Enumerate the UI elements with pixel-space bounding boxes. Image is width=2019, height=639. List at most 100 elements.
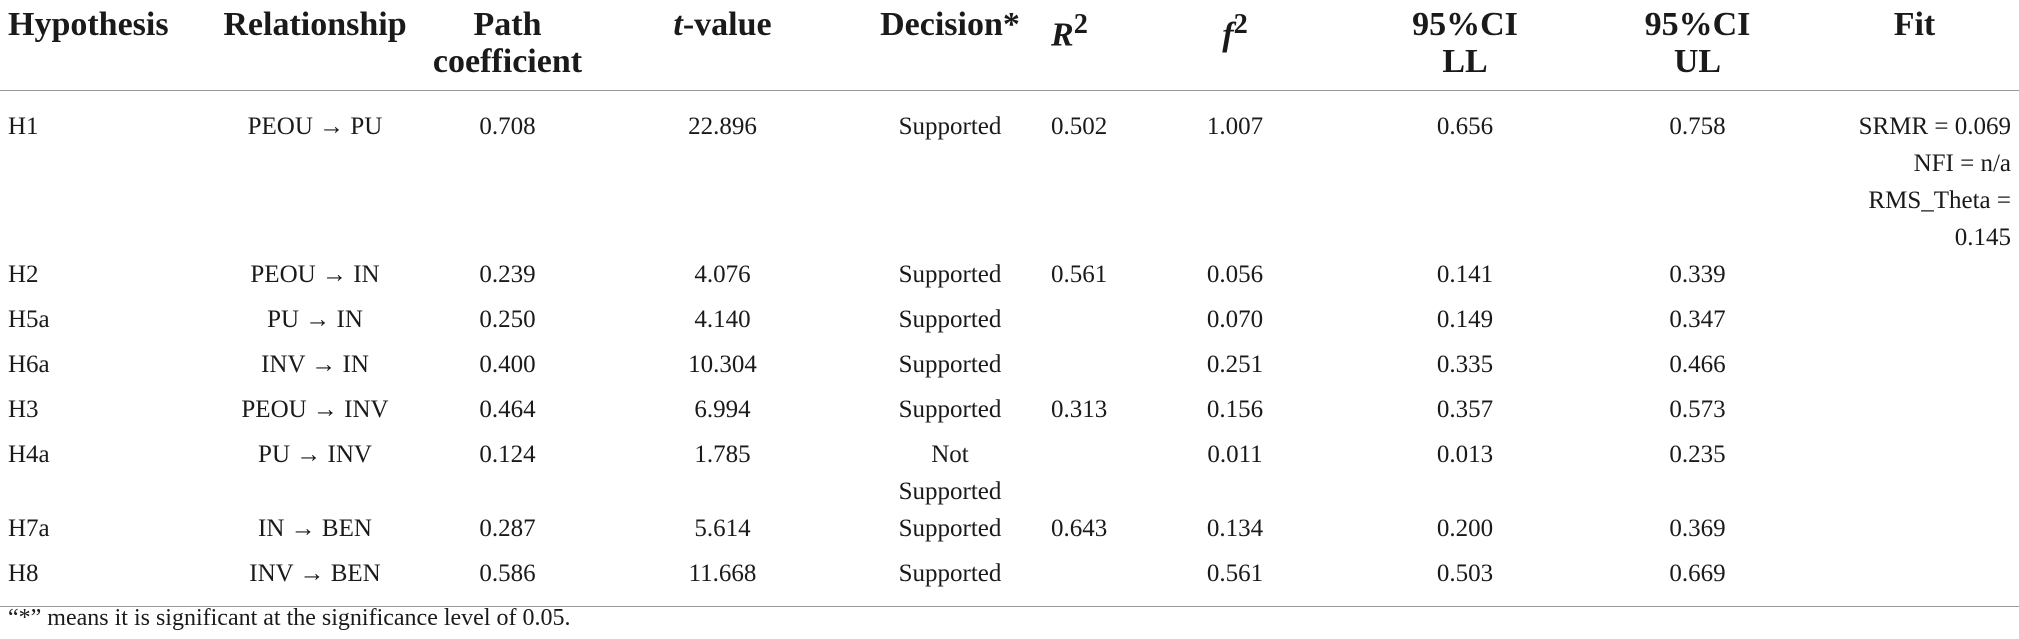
table-row: H3 PEOU → INV 0.464 6.994 Supported 0.31… [0, 391, 2019, 436]
cell-ci-lower: 0.200 [1436, 515, 1494, 542]
table-row: H2 PEOU → IN 0.239 4.076 Supported 0.561… [0, 256, 2019, 301]
cell-relationship: PEOU → IN [250, 261, 380, 288]
table-row: H7a IN → BEN 0.287 5.614 Supported 0.643… [0, 510, 2019, 555]
cell-ci-lower: 0.141 [1436, 261, 1494, 288]
cell-fit [1810, 256, 2019, 301]
cell-relationship: PU → INV [258, 441, 372, 468]
cell-decision: Supported [898, 351, 1002, 378]
cell-ci-lower: 0.656 [1436, 113, 1494, 140]
cell-path-coefficient: 0.464 [479, 396, 536, 423]
cell-r-squared: 0.502 [1051, 113, 1108, 140]
cell-relationship: IN → BEN [258, 515, 372, 542]
cell-hypothesis: H2 [8, 261, 39, 288]
cell-relationship: PEOU → PU [247, 113, 383, 140]
table-row: H8 INV → BEN 0.586 11.668 Supported 0.56… [0, 555, 2019, 607]
cell-f-squared: 0.156 [1206, 396, 1264, 423]
cell-r-squared [1045, 555, 1125, 607]
cell-f-squared: 0.056 [1206, 261, 1264, 288]
cell-fit [1810, 391, 2019, 436]
cell-ci-upper: 0.347 [1669, 306, 1726, 333]
cell-f-squared: 0.561 [1206, 560, 1264, 587]
table-body: H1 PEOU → PU 0.708 22.896 Supported 0.50… [0, 91, 2019, 607]
header-row: Hypothesis Relationship Path coefficient … [0, 0, 2019, 91]
cell-ci-lower: 0.149 [1436, 306, 1494, 333]
header-ci-lower: 95%CI LL [1412, 6, 1518, 80]
cell-hypothesis: H5a [8, 306, 50, 333]
cell-path-coefficient: 0.400 [479, 351, 536, 378]
header-f-squared: f2 [1222, 9, 1248, 54]
table-footnote: “*” means it is significant at the signi… [8, 605, 571, 631]
cell-decision: Supported [898, 261, 1002, 288]
cell-ci-upper: 0.466 [1669, 351, 1726, 378]
cell-t-value: 1.785 [694, 441, 751, 468]
header-relationship: Relationship [223, 6, 407, 43]
decision-line-1: Not [931, 441, 969, 468]
cell-path-coefficient: 0.287 [479, 515, 536, 542]
cell-hypothesis: H4a [8, 441, 50, 468]
cell-hypothesis: H7a [8, 515, 50, 542]
cell-relationship: PU → IN [267, 306, 363, 333]
cell-t-value: 5.614 [694, 515, 751, 542]
hypothesis-results-table: Hypothesis Relationship Path coefficient … [0, 0, 2019, 607]
cell-t-value: 6.994 [694, 396, 751, 423]
cell-decision: Supported [898, 306, 1002, 333]
table-row: H6a INV → IN 0.400 10.304 Supported 0.25… [0, 346, 2019, 391]
cell-decision: Supported [898, 113, 1002, 140]
header-decision: Decision* [880, 6, 1020, 43]
cell-relationship: PEOU → INV [241, 396, 389, 423]
header-r-squared: R2 [1051, 9, 1088, 54]
cell-f-squared: 1.007 [1206, 113, 1264, 140]
cell-fit [1810, 555, 2019, 607]
decision-line-2: Supported [898, 478, 1002, 505]
cell-r-squared: 0.313 [1051, 396, 1108, 423]
table-row: H1 PEOU → PU 0.708 22.896 Supported 0.50… [0, 91, 2019, 257]
cell-ci-upper: 0.758 [1669, 113, 1726, 140]
cell-hypothesis: H8 [8, 560, 39, 587]
cell-t-value: 11.668 [688, 560, 757, 587]
cell-fit: SRMR = 0.069 NFI = n/a RMS_Theta = 0.145 [1810, 91, 2019, 257]
cell-f-squared: 0.070 [1206, 306, 1264, 333]
cell-path-coefficient: 0.250 [479, 306, 536, 333]
cell-hypothesis: H6a [8, 351, 50, 378]
fit-rms-theta: RMS_Theta = 0.145 [1868, 187, 2011, 251]
results-table-container: Hypothesis Relationship Path coefficient … [0, 0, 2019, 607]
table-row: H5a PU → IN 0.250 4.140 Supported 0.070 … [0, 301, 2019, 346]
cell-decision: Supported [898, 560, 1002, 587]
cell-ci-lower: 0.013 [1436, 441, 1494, 468]
header-ci-upper: 95%CI UL [1644, 6, 1751, 80]
cell-r-squared [1045, 436, 1125, 510]
table-header: Hypothesis Relationship Path coefficient … [0, 0, 2019, 91]
fit-srmr: SRMR = 0.069 [1858, 113, 2011, 140]
cell-ci-lower: 0.357 [1436, 396, 1494, 423]
cell-relationship: INV → BEN [249, 560, 381, 587]
table-row: H4a PU → INV 0.124 1.785 Not Supported 0.… [0, 436, 2019, 510]
cell-path-coefficient: 0.239 [479, 261, 536, 288]
cell-f-squared: 0.251 [1206, 351, 1264, 378]
cell-fit [1810, 301, 2019, 346]
cell-path-coefficient: 0.586 [479, 560, 536, 587]
cell-path-coefficient: 0.708 [479, 113, 536, 140]
header-path-coefficient: Path coefficient [432, 6, 583, 80]
cell-fit [1810, 510, 2019, 555]
cell-hypothesis: H3 [8, 396, 39, 423]
cell-path-coefficient: 0.124 [479, 441, 536, 468]
header-fit: Fit [1893, 6, 1936, 43]
cell-ci-upper: 0.669 [1669, 560, 1726, 587]
cell-fit [1810, 436, 2019, 510]
cell-r-squared [1045, 346, 1125, 391]
cell-ci-upper: 0.339 [1669, 261, 1726, 288]
cell-t-value: 10.304 [688, 351, 757, 378]
header-t-value: t-value [673, 6, 772, 43]
cell-f-squared: 0.134 [1206, 515, 1264, 542]
header-hypothesis: Hypothesis [8, 6, 169, 43]
cell-decision: Supported [898, 396, 1002, 423]
cell-ci-lower: 0.335 [1436, 351, 1494, 378]
cell-ci-upper: 0.573 [1669, 396, 1726, 423]
cell-hypothesis: H1 [8, 113, 39, 140]
cell-decision: Supported [898, 515, 1002, 542]
cell-r-squared: 0.561 [1051, 261, 1108, 288]
cell-t-value: 4.140 [694, 306, 751, 333]
cell-f-squared: 0.011 [1207, 441, 1263, 468]
cell-t-value: 22.896 [688, 113, 757, 140]
cell-t-value: 4.076 [694, 261, 751, 288]
